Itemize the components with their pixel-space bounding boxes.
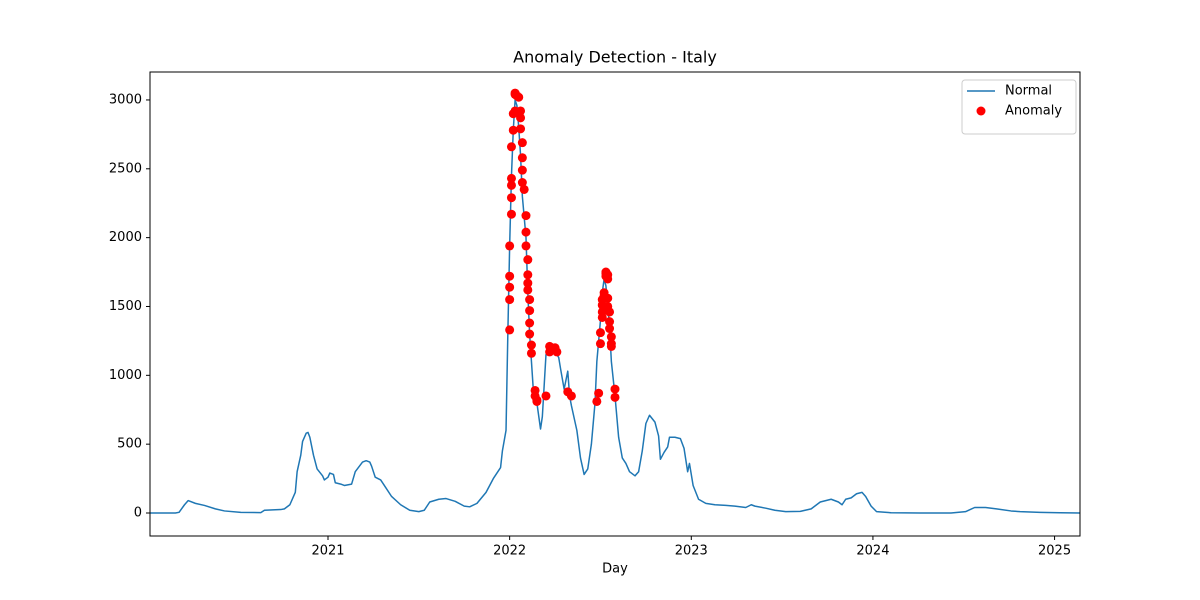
anomaly-point <box>505 295 515 305</box>
anomaly-point <box>605 317 615 327</box>
anomaly-point <box>521 211 531 221</box>
x-tick-label: 2021 <box>311 544 344 559</box>
anomaly-point <box>521 227 531 237</box>
anomaly-point <box>516 124 526 134</box>
legend-marker <box>976 106 986 116</box>
anomaly-point <box>506 209 516 219</box>
y-tick-label: 0 <box>134 506 142 521</box>
anomaly-point <box>505 282 515 292</box>
anomaly-point <box>526 348 536 358</box>
anomaly-point <box>610 392 620 402</box>
anomaly-point <box>523 255 533 265</box>
anomaly-point <box>517 178 527 188</box>
anomaly-point <box>506 180 516 190</box>
anomaly-point <box>532 396 542 406</box>
anomaly-point <box>525 329 535 339</box>
y-tick-label: 500 <box>117 437 142 452</box>
anomaly-point <box>506 173 516 183</box>
legend-label: Anomaly <box>1005 104 1062 119</box>
anomaly-point <box>595 339 605 349</box>
anomaly-point <box>605 307 615 317</box>
anomaly-point <box>519 184 529 194</box>
x-tick-label: 2025 <box>1038 544 1071 559</box>
anomaly-point <box>541 391 551 401</box>
x-tick-label: 2024 <box>856 544 889 559</box>
anomaly-point <box>594 388 604 398</box>
y-tick-label: 3000 <box>109 92 142 107</box>
anomaly-point <box>517 165 527 175</box>
anomaly-point <box>525 295 535 305</box>
anomaly-point <box>610 384 620 394</box>
data-line <box>150 99 1081 514</box>
anomaly-point <box>603 293 613 303</box>
anomaly-point <box>516 113 526 123</box>
anomaly-point <box>606 341 616 351</box>
anomaly-point <box>603 274 613 284</box>
anomaly-point <box>517 153 527 163</box>
x-tick-label: 2022 <box>493 544 526 559</box>
anomaly-point <box>605 324 615 334</box>
anomaly-point <box>508 125 518 135</box>
y-tick-label: 2500 <box>109 161 142 176</box>
anomaly-point <box>592 396 602 406</box>
anomaly-point <box>552 347 562 357</box>
anomaly-point <box>525 318 535 328</box>
y-tick-label: 1500 <box>109 299 142 314</box>
anomaly-point <box>595 328 605 338</box>
anomaly-point <box>525 306 535 316</box>
anomaly-point <box>523 278 533 288</box>
anomaly-point <box>523 270 533 280</box>
anomaly-point <box>505 271 515 281</box>
anomaly-point <box>523 285 533 295</box>
anomaly-point <box>526 340 536 350</box>
anomaly-point <box>506 142 516 152</box>
x-axis-label: Day <box>602 562 628 577</box>
x-tick-label: 2023 <box>675 544 708 559</box>
anomaly-point <box>521 241 531 251</box>
anomaly-point <box>516 106 526 116</box>
anomaly-point <box>606 332 616 342</box>
chart-title: Anomaly Detection - Italy <box>513 48 717 67</box>
legend-label: Normal <box>1005 84 1052 99</box>
plot-frame <box>149 71 1081 537</box>
y-tick-label: 1000 <box>109 368 142 383</box>
anomaly-point <box>505 241 515 251</box>
anomaly-point <box>514 92 524 102</box>
anomaly-point <box>597 307 607 317</box>
legend-box <box>961 79 1077 135</box>
anomaly-point <box>506 193 516 203</box>
y-tick-label: 2000 <box>109 230 142 245</box>
anomaly-point <box>517 138 527 148</box>
anomaly-point <box>505 325 515 335</box>
anomaly-point <box>566 391 576 401</box>
